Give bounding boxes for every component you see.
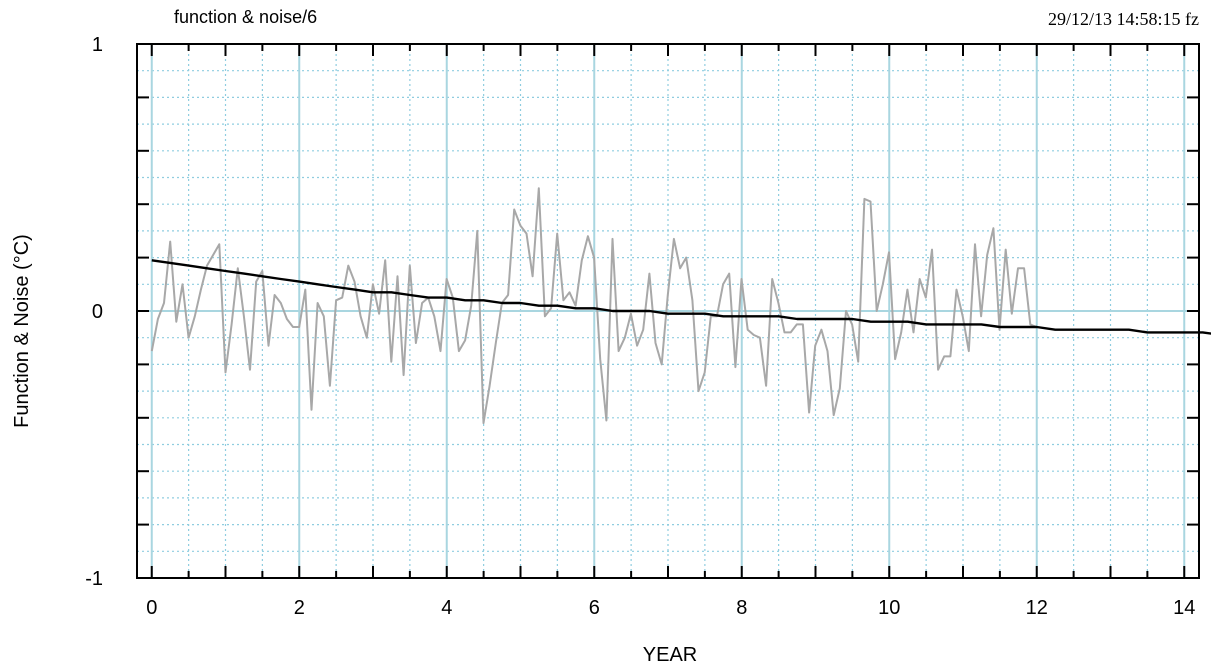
x-tick-label: 14 [1173, 597, 1195, 619]
plot-frame [136, 43, 1200, 579]
x-tick-label: 4 [441, 597, 452, 619]
series-layer [150, 187, 1211, 425]
x-tick-label: 8 [736, 597, 747, 619]
y-axis-label: Function & Noise (°C) [11, 234, 33, 428]
x-tick-label: 0 [146, 597, 157, 619]
y-tick-label: -1 [85, 568, 103, 590]
x-tick-label: 2 [294, 597, 305, 619]
y-tick-label: 1 [92, 34, 103, 56]
noise-series-line [150, 187, 1037, 425]
timestamp: 29/12/13 14:58:15 fz [1048, 9, 1199, 29]
x-tick-label: 12 [1026, 597, 1048, 619]
x-tick-label: 6 [589, 597, 600, 619]
function-series-line [151, 259, 1211, 335]
chart-title: function & noise/6 [174, 7, 317, 27]
x-axis-label: YEAR [643, 644, 697, 666]
major-gridlines [137, 44, 1199, 578]
x-tick-label: 10 [878, 597, 900, 619]
y-tick-label: 0 [92, 301, 103, 323]
